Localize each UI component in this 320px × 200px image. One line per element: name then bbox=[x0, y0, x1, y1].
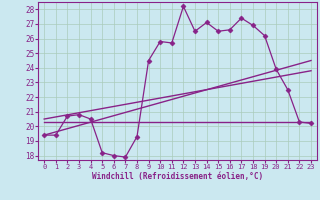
X-axis label: Windchill (Refroidissement éolien,°C): Windchill (Refroidissement éolien,°C) bbox=[92, 172, 263, 181]
